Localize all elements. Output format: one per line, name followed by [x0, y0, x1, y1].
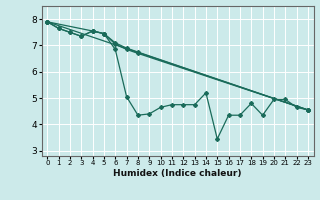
- X-axis label: Humidex (Indice chaleur): Humidex (Indice chaleur): [113, 169, 242, 178]
